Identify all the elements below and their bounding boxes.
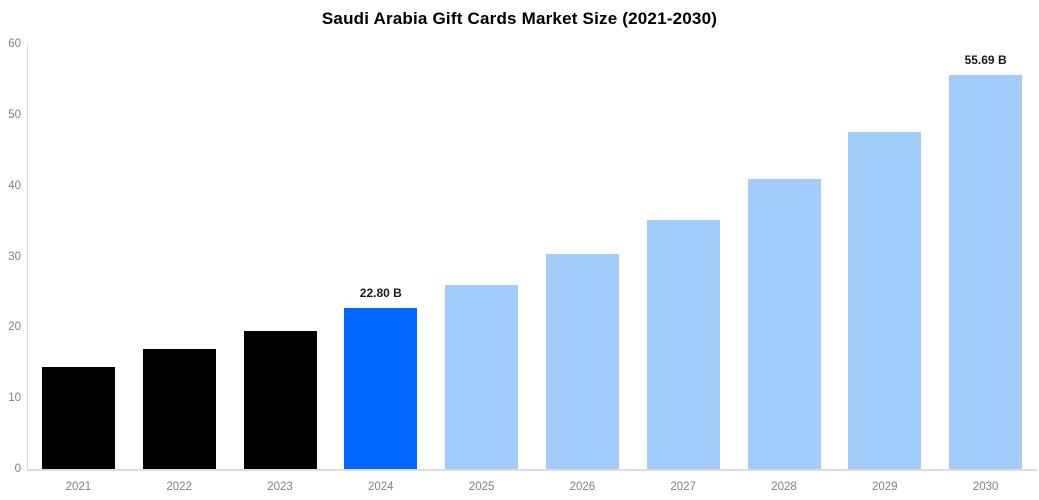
- bar-2030: [949, 74, 1023, 469]
- bar-2023: [243, 330, 317, 469]
- bar-2028: [747, 179, 821, 469]
- bar-2029: [848, 131, 922, 469]
- x-tick-label-2024: 2024: [368, 481, 394, 493]
- x-tick-label-2030: 2030: [972, 481, 999, 493]
- x-tick-label-2029: 2029: [872, 481, 898, 493]
- bar-2025: [445, 284, 519, 469]
- chart-title: Saudi Arabia Gift Cards Market Size (202…: [321, 9, 718, 28]
- y-tick-label: 0: [14, 463, 21, 475]
- x-tick-label-2022: 2022: [166, 481, 192, 493]
- y-tick-label: 20: [8, 321, 21, 334]
- x-tick-label-2028: 2028: [771, 481, 797, 493]
- x-tick-label-2027: 2027: [670, 481, 696, 493]
- bar-value-label-2030: 55.69 B: [964, 52, 1007, 67]
- y-axis-line: [27, 44, 28, 470]
- bar-2022: [142, 348, 216, 469]
- y-tick-label: 40: [8, 179, 21, 192]
- x-tick-label-2026: 2026: [569, 481, 596, 493]
- bar-2026: [545, 254, 619, 469]
- bar-2021: [41, 366, 115, 469]
- y-tick-label: 50: [8, 108, 21, 121]
- y-tick-label: 30: [8, 250, 21, 263]
- bar-value-label-2024: 22.80 B: [359, 285, 402, 300]
- y-tick-label: 10: [8, 392, 21, 405]
- bar-2024: [344, 307, 418, 469]
- bar-2027: [646, 220, 720, 469]
- x-tick-label-2023: 2023: [267, 481, 293, 493]
- y-tick-label: 60: [8, 38, 21, 50]
- x-tick-label-2025: 2025: [468, 481, 495, 493]
- x-axis-line: [27, 469, 1037, 471]
- x-tick-label-2021: 2021: [65, 481, 92, 493]
